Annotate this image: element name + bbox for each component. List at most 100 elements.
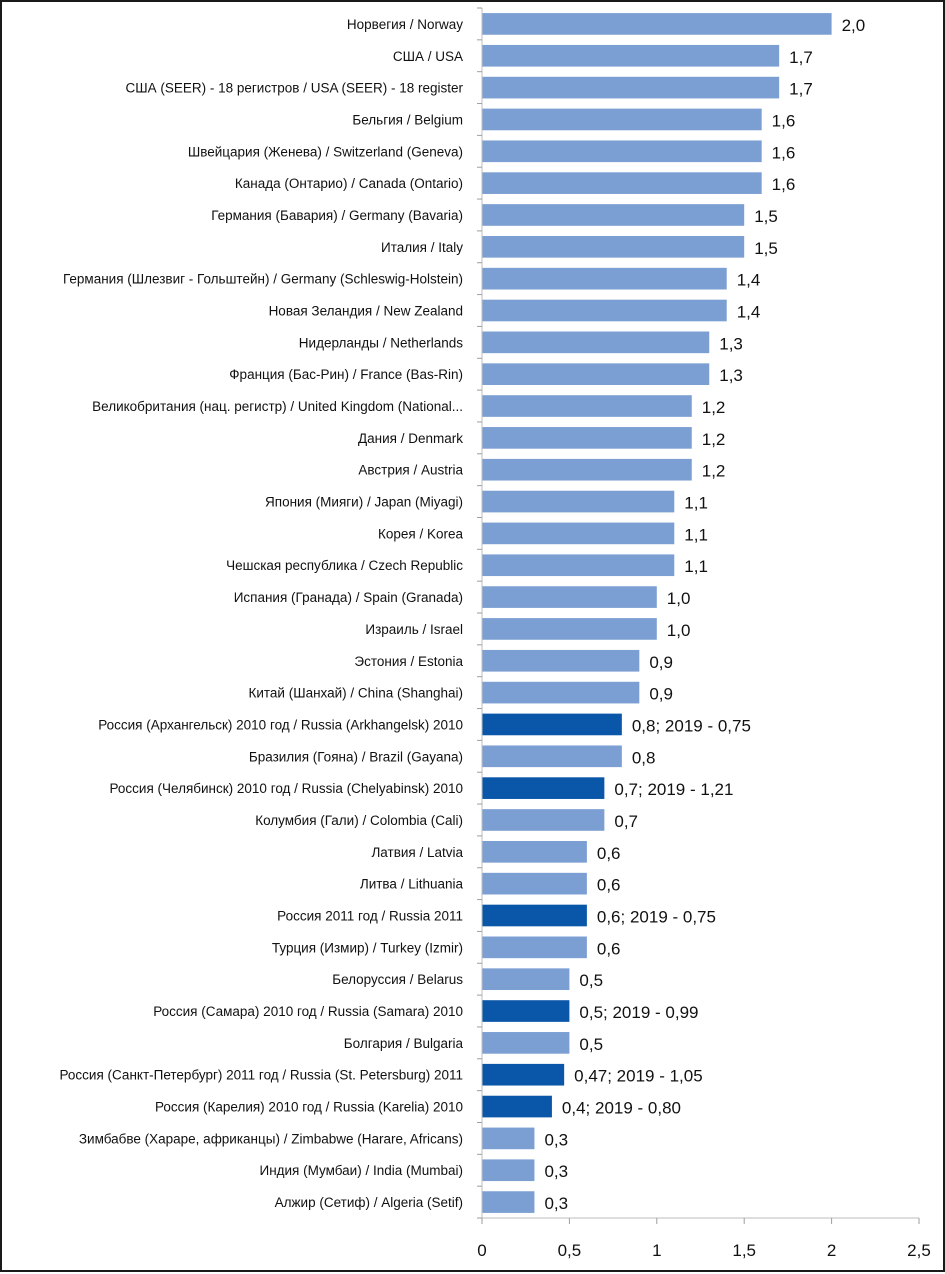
x-tick-label: 2,5 (907, 1241, 931, 1260)
category-label: Россия (Архангельск) 2010 год / Russia (… (98, 717, 463, 732)
data-label: 1,6 (772, 175, 796, 194)
x-tick-label: 1 (652, 1241, 661, 1260)
category-label: Чешская республика / Czech Republic (226, 558, 463, 573)
bar (482, 140, 762, 163)
bar (482, 968, 570, 991)
data-label: 0,6 (597, 844, 621, 863)
data-label: 1,0 (667, 589, 691, 608)
bar (482, 1159, 535, 1182)
bar (482, 618, 657, 640)
data-label: 1,6 (772, 111, 796, 130)
category-label: Китай (Шанхай) / China (Shanghai) (248, 686, 463, 701)
data-label: 0,6 (597, 876, 621, 895)
bar (482, 13, 832, 35)
data-label: 1,1 (684, 557, 708, 576)
data-label: 0,3 (544, 1194, 568, 1213)
bar-highlighted (482, 1000, 570, 1022)
category-label: Россия (Челябинск) 2010 год / Russia (Ch… (110, 781, 463, 796)
data-label: 0,5; 2019 - 0,99 (579, 1003, 698, 1022)
data-label: 2,0 (842, 16, 866, 35)
bar (482, 204, 745, 226)
data-label: 1,1 (684, 525, 708, 544)
bar (482, 1127, 535, 1150)
y-axis-ticks (477, 7, 482, 1219)
data-label: 1,2 (702, 398, 726, 417)
category-label: Эстония / Estonia (354, 654, 463, 669)
category-label: Швейцария (Женева) / Switzerland (Geneva… (188, 144, 463, 159)
category-label: Великобритания (нац. регистр) / United K… (92, 399, 463, 414)
category-label: Австрия / Austria (358, 463, 463, 478)
data-label: 0,47; 2019 - 1,05 (574, 1067, 703, 1086)
category-label: Норвегия / Norway (347, 17, 463, 32)
data-label: 1,6 (772, 143, 796, 162)
bar (482, 76, 780, 99)
data-label: 0,6 (597, 939, 621, 958)
category-label: Германия (Бавария) / Germany (Bavaria) (211, 208, 463, 223)
bar (482, 872, 587, 895)
category-label: Канада (Онтарио) / Canada (Ontario) (235, 176, 463, 191)
data-label: 0,8 (632, 748, 656, 767)
category-label: Дания / Denmark (358, 431, 463, 446)
category-label: Колумбия (Гали) / Colombia (Cali) (255, 813, 463, 828)
bar (482, 299, 727, 322)
bar (482, 586, 657, 608)
data-label: 0,6; 2019 - 0,75 (597, 908, 716, 927)
bar-highlighted (482, 777, 605, 799)
bar (482, 1191, 535, 1213)
category-label: Россия (Карелия) 2010 год / Russia (Kare… (155, 1100, 463, 1115)
bar (482, 427, 692, 449)
x-tick-label: 0,5 (558, 1241, 582, 1260)
category-label: Россия (Санкт-Петербург) 2011 год / Russ… (60, 1068, 463, 1083)
data-labels: 2,0 1,7 1,7 1,6 1,6 1,6 1,5 1,5 1,4 1,4 1,3 1,3 1,2 1… (544, 16, 865, 1213)
x-axis-ticks: 0 0,5 1 1,5 2 2,5 (477, 1218, 931, 1260)
category-label: Латвия / Latvia (371, 845, 463, 860)
bar (482, 235, 745, 258)
category-label: Германия (Шлезвиг - Гольштейн) / Germany… (63, 272, 463, 287)
data-label: 1,7 (789, 48, 813, 67)
x-tick-label: 1,5 (732, 1241, 756, 1260)
category-label: Израиль / Israel (365, 622, 463, 637)
category-label: Бельгия / Belgium (352, 112, 463, 127)
category-label: Россия (Самара) 2010 год / Russia (Samar… (153, 1004, 463, 1019)
bar (482, 267, 727, 290)
data-label: 1,2 (702, 462, 726, 481)
data-label: 1,1 (684, 494, 708, 513)
bar-highlighted (482, 904, 587, 927)
category-label: Нидерланды / Netherlands (299, 335, 463, 350)
category-label: Франция (Бас-Рин) / France (Bas-Rin) (229, 367, 463, 382)
data-label: 1,7 (789, 80, 813, 99)
data-label: 0,7 (614, 812, 638, 831)
bars (482, 13, 832, 1213)
bar (482, 490, 675, 513)
category-label: Новая Зеландия / New Zealand (269, 304, 463, 319)
category-label: Испания (Гранада) / Spain (Granada) (234, 590, 463, 605)
bar (482, 108, 762, 131)
bar (482, 395, 692, 417)
data-label: 1,5 (754, 239, 778, 258)
data-label: 0,9 (649, 685, 673, 704)
category-label: США / USA (393, 49, 463, 64)
data-label: 0,4; 2019 - 0,80 (562, 1099, 681, 1118)
data-label: 1,2 (702, 430, 726, 449)
bar (482, 1032, 570, 1054)
data-label: 1,4 (737, 303, 761, 322)
category-label: Зимбабве (Хараре, африканцы) / Zimbabwe … (79, 1131, 463, 1146)
data-label: 0,9 (649, 653, 673, 672)
data-label: 0,3 (544, 1130, 568, 1149)
data-label: 1,3 (719, 334, 743, 353)
category-label: Алжир (Сетиф) / Algeria (Setif) (275, 1195, 463, 1210)
category-label: Белоруссия / Belarus (332, 972, 463, 987)
category-label: Бразилия (Гояна) / Brazil (Gayana) (249, 749, 463, 764)
bar (482, 458, 692, 481)
category-label: Болгария / Bulgaria (344, 1036, 464, 1051)
bar-highlighted (482, 1063, 565, 1086)
bar (482, 554, 675, 577)
bar (482, 936, 587, 959)
data-label: 0,8; 2019 - 0,75 (632, 716, 751, 735)
data-label: 0,3 (544, 1162, 568, 1181)
bar (482, 522, 675, 545)
category-label: Япония (Мияги) / Japan (Miyagi) (265, 495, 463, 510)
data-label: 0,5 (579, 971, 603, 990)
data-label: 1,4 (737, 271, 761, 290)
category-label: Корея / Korea (378, 526, 463, 541)
